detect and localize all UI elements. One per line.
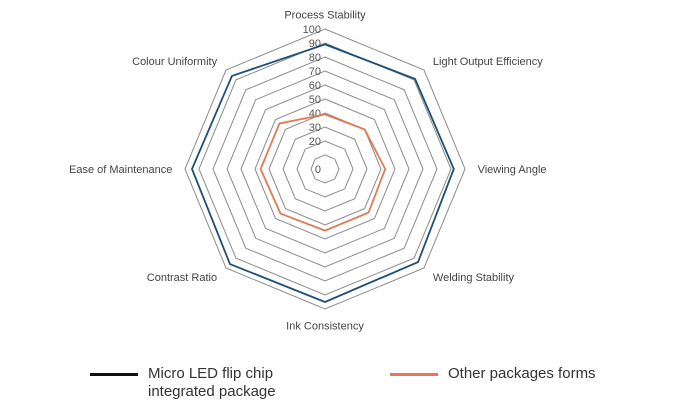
series-line-1	[261, 114, 386, 230]
legend-swatch-micro-led	[90, 373, 138, 376]
axis-label: Welding Stability	[433, 272, 515, 284]
grid-ring-30	[283, 127, 367, 211]
grid-ring-70	[227, 71, 423, 267]
legend-item-other: Other packages forms	[390, 365, 648, 383]
axis-label: Ease of Maintenance	[69, 164, 172, 176]
legend-item-micro-led: Micro LED flip chip integrated package	[90, 365, 298, 401]
grid-ring-60	[241, 85, 409, 253]
axis-label: Light Output Efficiency	[433, 56, 543, 68]
grid-ring-90	[199, 43, 451, 295]
tick-label: 30	[309, 122, 321, 134]
legend-swatch-other	[390, 373, 438, 376]
legend-label-micro-led: Micro LED flip chip integrated package	[148, 365, 298, 401]
tick-label: 50	[309, 94, 321, 106]
tick-label: 70	[309, 66, 321, 78]
axis-label: Process Stability	[284, 10, 366, 22]
grid-ring-20	[297, 141, 353, 197]
tick-label: 20	[309, 136, 321, 148]
axis-label: Ink Consistency	[286, 320, 364, 332]
tick-label: 100	[303, 24, 321, 36]
axis-label: Colour Uniformity	[132, 56, 217, 68]
tick-label: 60	[309, 80, 321, 92]
grid-ring-50	[255, 99, 395, 239]
axis-label: Viewing Angle	[478, 164, 547, 176]
grid-ring-80	[213, 57, 437, 281]
tick-label: 80	[309, 52, 321, 64]
axis-label: Contrast Ratio	[147, 272, 217, 284]
series-line-0	[192, 44, 454, 302]
legend-label-other: Other packages forms	[448, 365, 648, 383]
tick-label: 40	[309, 108, 321, 120]
tick-label: 0	[315, 164, 321, 176]
